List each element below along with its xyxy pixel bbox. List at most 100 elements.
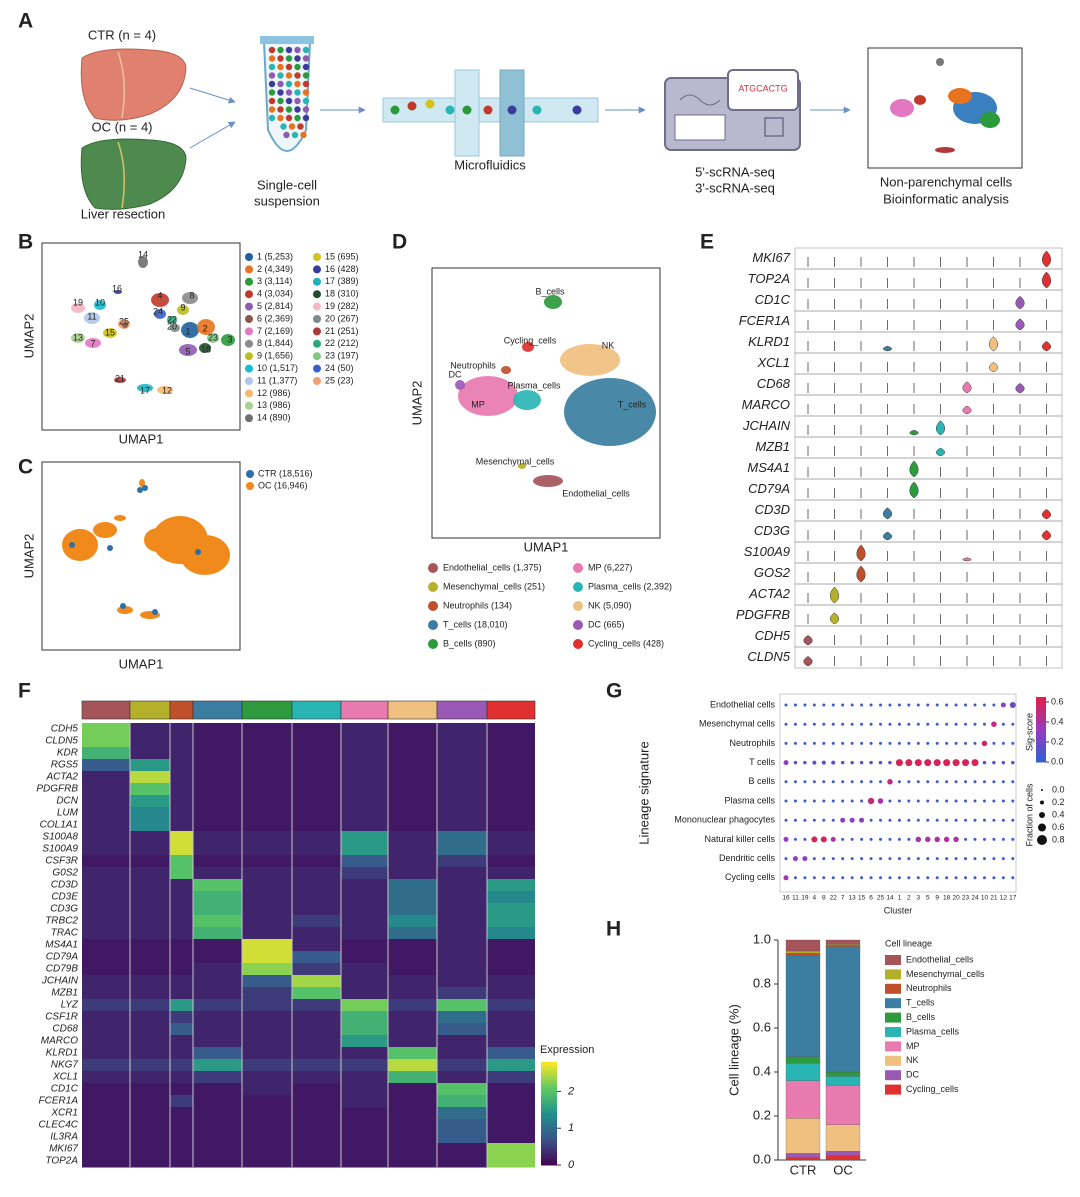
cluster-label: 16	[112, 283, 122, 293]
gene-label: TRBC2	[45, 916, 78, 927]
dot	[964, 780, 968, 784]
heatmap-cell	[170, 735, 193, 748]
heatmap-cell	[292, 819, 341, 832]
violin	[1015, 383, 1025, 394]
dot	[869, 876, 873, 880]
y-tick-label: 0.2	[753, 1107, 771, 1122]
size-key	[1038, 823, 1046, 832]
dot	[915, 836, 922, 843]
colorbar	[541, 1085, 557, 1089]
violin	[830, 612, 839, 625]
legend-swatch	[245, 277, 253, 286]
dot	[992, 876, 996, 880]
x-tick-label: 21	[990, 895, 998, 902]
dot	[812, 818, 816, 822]
heatmap-cell	[82, 1131, 130, 1144]
heatmap-cell	[341, 1143, 388, 1156]
dot	[879, 818, 882, 822]
heatmap-cell	[292, 831, 341, 844]
colorbar	[1036, 729, 1046, 733]
heatmap-cell	[82, 783, 130, 796]
cluster-blob	[170, 324, 180, 332]
heatmap-cell	[82, 1119, 130, 1132]
colorbar	[541, 1136, 557, 1140]
heatmap-cell	[487, 903, 535, 916]
colorbar	[1036, 751, 1046, 754]
heatmap-cell	[341, 1107, 388, 1120]
dot	[973, 818, 977, 822]
heatmap-cell	[292, 807, 341, 820]
dot	[992, 799, 996, 803]
dot	[916, 857, 920, 861]
dot	[888, 703, 892, 707]
legend-label: 11 (1,377)	[257, 375, 297, 385]
heatmap-cell	[193, 1107, 242, 1120]
heatmap-cell	[170, 975, 193, 988]
heatmap-cell	[170, 1107, 193, 1120]
heatmap-cell	[82, 1155, 130, 1168]
dot	[783, 760, 789, 766]
colorbar-tick-label: 0.4	[1051, 716, 1064, 726]
dot	[907, 876, 911, 880]
legend-label: 25 (23)	[325, 375, 354, 385]
colorbar	[541, 1131, 557, 1135]
colorbar	[541, 1110, 557, 1114]
heatmap-cell	[341, 915, 388, 928]
dot	[850, 760, 854, 765]
heatmap-cell	[341, 1095, 388, 1108]
size-key	[1037, 835, 1047, 845]
dot	[897, 876, 901, 880]
heatmap-cell	[487, 1059, 535, 1072]
legend-label: DC	[906, 1070, 919, 1080]
heatmap-cell	[341, 855, 388, 868]
dot	[945, 722, 949, 726]
heatmap-cell	[487, 927, 535, 940]
bar-segment	[825, 1076, 861, 1086]
cluster-blob	[138, 256, 148, 268]
heatmap-cell	[388, 1155, 437, 1168]
violin-row	[794, 436, 1063, 459]
dot	[964, 857, 968, 861]
heatmap-cell	[388, 1059, 437, 1072]
colorbar-title: Sig-score	[1024, 713, 1034, 751]
lineage-label: T_cells	[618, 399, 647, 409]
heatmap-cell	[193, 1047, 242, 1060]
heatmap-cell	[341, 927, 388, 940]
dot	[991, 721, 997, 727]
x-tick-label: 8	[822, 895, 826, 902]
colorbar	[541, 1116, 557, 1120]
heatmap-cell	[341, 903, 388, 916]
colorbar	[1036, 749, 1046, 752]
bar-segment	[785, 1056, 821, 1064]
heatmap-cell	[487, 759, 535, 772]
heatmap-cell	[437, 783, 487, 796]
condition-blob	[180, 535, 230, 575]
lineage-blob	[560, 344, 620, 376]
gene-label: CDH5	[755, 628, 791, 643]
cluster-blob	[179, 344, 197, 356]
colorbar	[541, 1064, 557, 1068]
group-bar	[291, 700, 342, 720]
legend-swatch	[245, 265, 253, 274]
cell-dot	[294, 46, 301, 54]
heatmap-cell	[170, 1131, 193, 1144]
row-label: Mononuclear phagocytes	[674, 815, 775, 825]
gene-label: PDGFRB	[736, 607, 791, 622]
violin-row	[794, 331, 1063, 354]
heatmap-cell	[341, 783, 388, 796]
heatmap-cell	[388, 915, 437, 928]
dot	[841, 703, 845, 707]
cluster-blob	[154, 309, 166, 319]
heatmap-cell	[388, 903, 437, 916]
dot	[982, 876, 986, 880]
heatmap-cell	[82, 807, 130, 820]
colorbar	[541, 1123, 557, 1127]
heatmap-cell	[130, 747, 170, 760]
dot	[840, 760, 845, 765]
dot	[934, 836, 940, 843]
dot	[821, 760, 826, 765]
violin	[883, 531, 892, 541]
legend-label: 2 (4,349)	[257, 264, 293, 274]
heatmap-cell	[487, 963, 535, 976]
violin	[1015, 295, 1025, 310]
